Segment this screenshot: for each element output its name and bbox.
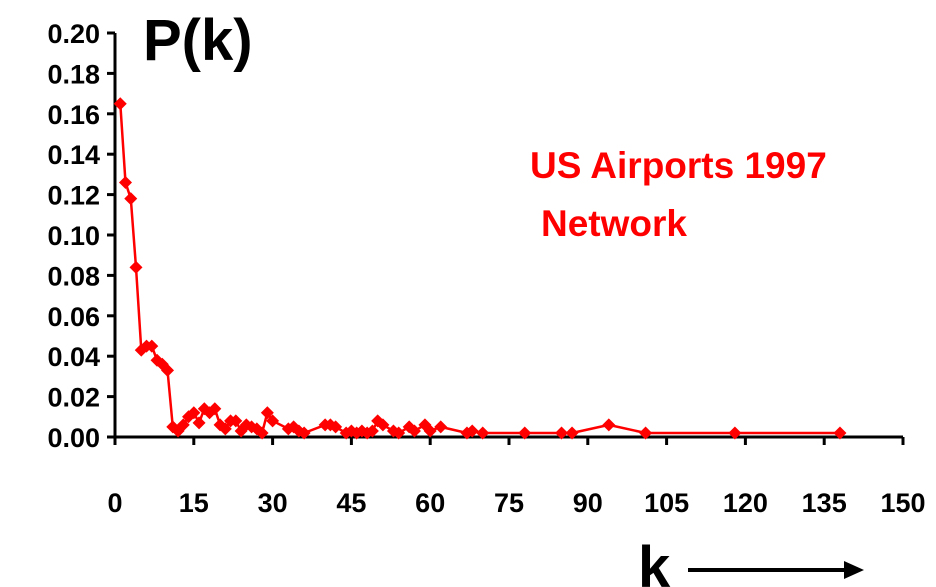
data-point-marker	[119, 175, 133, 189]
x-tick-label: 45	[336, 488, 366, 518]
data-point-marker	[192, 416, 206, 430]
y-tick-label: 0.14	[47, 140, 100, 170]
data-point-marker	[129, 260, 143, 274]
data-point-marker	[407, 424, 421, 438]
annotation-line-2: Network	[541, 203, 687, 244]
y-tick-label: 0.06	[47, 302, 100, 332]
x-tick-label: 135	[802, 488, 847, 518]
data-point-marker	[176, 418, 190, 432]
x-tick-label: 0	[107, 488, 122, 518]
data-point-marker	[423, 424, 437, 438]
x-tick-label: 105	[644, 488, 689, 518]
data-point-marker	[602, 418, 616, 432]
data-point-marker	[124, 192, 138, 206]
data-point-marker	[266, 414, 280, 428]
data-point-marker	[218, 422, 232, 436]
x-axis-arrow-icon	[688, 561, 864, 579]
y-tick-label: 0.18	[47, 59, 100, 89]
data-point-marker	[434, 420, 448, 434]
data-point-marker	[376, 418, 390, 432]
data-point-marker	[161, 363, 175, 377]
data-point-marker	[329, 420, 343, 434]
data-point-marker	[465, 424, 479, 438]
data-point-marker	[639, 426, 653, 440]
data-point-marker	[518, 426, 532, 440]
y-tick-label: 0.04	[47, 342, 100, 372]
data-point-marker	[145, 339, 159, 353]
data-point-marker	[260, 406, 274, 420]
data-point-marker	[728, 426, 742, 440]
data-point-marker	[187, 406, 201, 420]
data-point-marker	[833, 426, 847, 440]
y-tick-label: 0.10	[47, 221, 100, 251]
x-tick-label: 15	[179, 488, 209, 518]
x-tick-label: 150	[880, 488, 925, 518]
data-point-marker	[229, 414, 243, 428]
y-tick-label: 0.12	[47, 181, 100, 211]
y-tick-label: 0.00	[47, 423, 100, 453]
x-tick-label: 60	[415, 488, 445, 518]
x-tick-label: 120	[723, 488, 768, 518]
y-axis-title: P(k)	[143, 8, 253, 73]
series-markers	[113, 97, 847, 440]
data-point-marker	[392, 426, 406, 440]
data-point-marker	[297, 426, 311, 440]
x-tick-label: 90	[573, 488, 603, 518]
data-point-marker	[113, 97, 127, 111]
x-axis-title: k	[638, 535, 671, 587]
data-point-marker	[255, 426, 269, 440]
annotation-line-1: US Airports 1997	[530, 145, 827, 186]
y-tick-label: 0.02	[47, 383, 100, 413]
y-tick-label: 0.20	[47, 19, 100, 49]
data-point-marker	[555, 426, 569, 440]
data-point-marker	[476, 426, 490, 440]
y-tick-label: 0.08	[47, 261, 100, 291]
x-axis: 0 15 30 45 60 75 90 105 120 135 150	[107, 435, 926, 518]
y-axis: 0.00 0.02 0.04 0.06 0.08 0.10 0.12 0.14 0.16 0.18…	[47, 19, 117, 453]
y-tick-label: 0.16	[47, 100, 100, 130]
x-tick-label: 75	[494, 488, 524, 518]
data-point-marker	[208, 402, 222, 416]
data-point-marker	[365, 424, 379, 438]
x-tick-label: 30	[258, 488, 288, 518]
data-point-marker	[565, 426, 579, 440]
